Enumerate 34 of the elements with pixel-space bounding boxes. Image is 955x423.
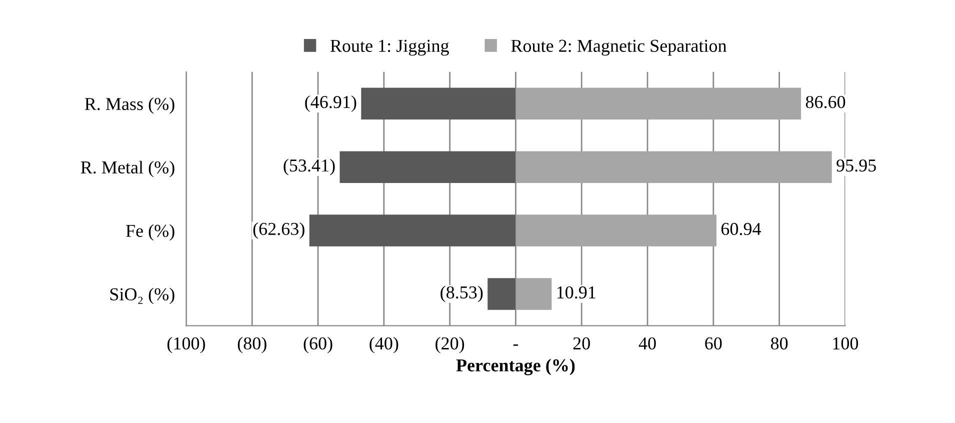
x-tick-label: 60 <box>705 337 722 350</box>
bar <box>516 88 802 120</box>
bar <box>488 278 516 310</box>
x-tick-label: (20) <box>436 336 464 354</box>
bar <box>516 278 552 310</box>
x-tick-label: 40 <box>638 337 656 350</box>
legend-label: Route 1: Jigging <box>330 40 449 56</box>
legend-label: Route 2: Magnetic Separation <box>511 40 726 56</box>
bar <box>516 214 716 246</box>
x-tick-label: 100 <box>833 337 858 350</box>
x-tick-label: (40) <box>370 336 398 354</box>
data-label: (62.63) <box>253 222 304 239</box>
x-tick-label: 20 <box>573 337 590 350</box>
bar <box>309 214 516 246</box>
bar <box>340 151 516 183</box>
x-tick-label: (60) <box>304 336 332 354</box>
bar <box>516 151 832 183</box>
y-tick-label: R. Mass (%) <box>84 97 174 114</box>
data-label: 86.60 <box>806 96 846 108</box>
x-tick-label: (100) <box>167 336 205 354</box>
x-tick-label: - <box>513 344 518 346</box>
data-label: 60.94 <box>721 222 761 236</box>
data-label: (46.91) <box>305 95 356 112</box>
bar <box>361 88 516 120</box>
y-tick-label: SiO₂ (%) <box>110 288 174 304</box>
data-label: 95.95 <box>836 159 876 172</box>
x-axis-title: Percentage (%) <box>456 358 575 376</box>
data-label: 10.91 <box>557 286 596 299</box>
y-tick-label: Fe (%) <box>126 224 174 241</box>
data-label: (8.53) <box>440 286 483 302</box>
x-tick-label: 80 <box>770 337 788 350</box>
x-tick-label: (80) <box>238 336 266 354</box>
y-tick-label: R. Metal (%) <box>80 160 174 178</box>
data-label: (53.41) <box>284 158 335 176</box>
